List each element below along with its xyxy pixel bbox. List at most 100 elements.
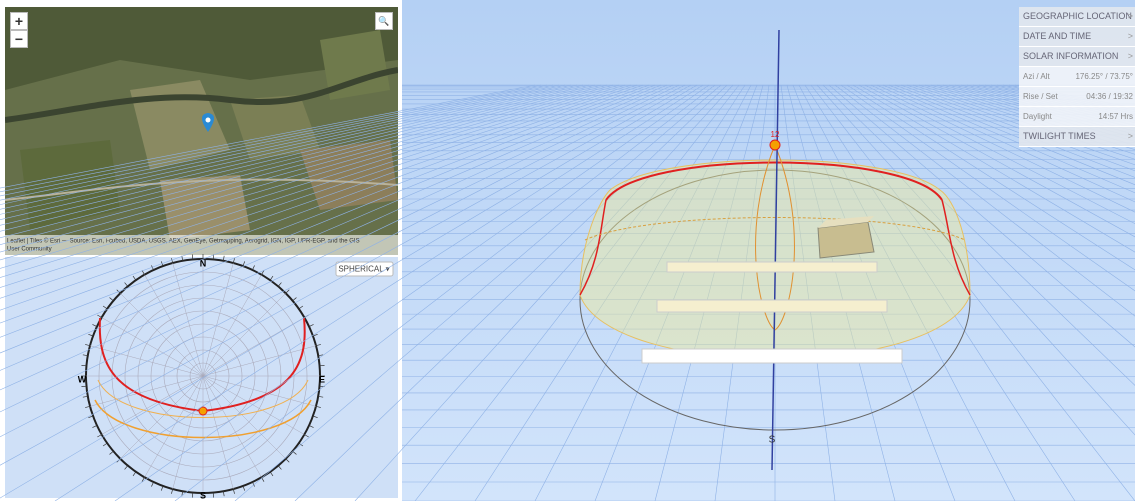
ring-tick: [269, 275, 274, 281]
azimuth-line: [172, 262, 204, 377]
ring-tick: [132, 275, 137, 281]
grid-line: [900, 84, 1135, 172]
grid-line: [870, 84, 1135, 213]
grid-line: [0, 84, 560, 205]
azimuth-line: [202, 274, 262, 377]
grid-line: [0, 84, 662, 354]
analemma: [755, 143, 795, 331]
ring-tick: [82, 354, 88, 357]
grid-line: [0, 84, 680, 413]
search[interactable]: 🔍: [375, 12, 393, 30]
compass-w: W: [78, 374, 87, 384]
ring-tick: [242, 485, 246, 491]
section-header[interactable]: SOLAR INFORMATION: [1019, 47, 1135, 67]
ring-tick: [97, 434, 102, 438]
grid-line: [534, 84, 752, 501]
ring-tick: [261, 270, 265, 275]
ring-tick: [318, 354, 324, 357]
ring-tick: [277, 465, 282, 470]
building: [817, 221, 875, 259]
map[interactable]: Leaflet | Tiles © Esri — Source: Esri, i…: [5, 7, 398, 255]
azimuth-line: [101, 317, 204, 377]
ring-tick: [252, 265, 255, 271]
grid-line: [0, 84, 578, 221]
ring-tick: [315, 405, 321, 408]
azimuth-line: [120, 375, 204, 459]
ring-tick: [97, 314, 102, 318]
ring-tick: [285, 458, 290, 463]
3d-view[interactable]: [402, 0, 1135, 501]
grid-line: [0, 84, 668, 371]
section-header[interactable]: GEOGRAPHIC LOCATION: [1019, 7, 1135, 27]
ring-tick: [160, 485, 164, 491]
section-header[interactable]: TWILIGHT TIMES: [1019, 127, 1135, 147]
info-row: Rise / Set 04:36 / 19:32: [1019, 87, 1135, 107]
azimuth-line: [202, 375, 305, 435]
info-row: Azi / Alt 176.25° / 73.75°: [1019, 67, 1135, 87]
ring-tick: [308, 324, 314, 327]
grid-line: [0, 84, 638, 299]
azimuth-line: [172, 375, 204, 490]
ring-tick: [109, 450, 114, 455]
section-header[interactable]: DATE AND TIME: [1019, 27, 1135, 47]
ring-tick: [102, 305, 108, 310]
grid-line: [822, 84, 1135, 386]
attribution: Leaflet | Tiles © Esri — Source: Esri, i…: [7, 238, 360, 245]
sun-path-equinox: [97, 379, 309, 418]
grid-line: [0, 84, 644, 311]
grid-line: [786, 84, 896, 501]
ring-tick: [85, 344, 91, 347]
summer-path: [605, 161, 943, 201]
grid-line: [114, 84, 710, 501]
grid-line: [474, 84, 746, 501]
grid-line: [0, 84, 656, 338]
slab: [641, 348, 903, 364]
sun: [769, 139, 781, 151]
summer-path-east: [941, 199, 971, 296]
grid-line: [714, 84, 770, 501]
grid-line: [906, 84, 1135, 166]
grid-line: [0, 84, 566, 210]
zoom-in[interactable]: +: [10, 12, 28, 30]
grid-line: [864, 84, 1135, 225]
zoom-out[interactable]: −: [10, 30, 28, 48]
ring-tick: [151, 481, 154, 487]
ring-tick: [124, 282, 129, 287]
grid-line: [0, 84, 584, 226]
grid-line: [882, 84, 1135, 194]
grid-line: [0, 84, 698, 499]
ring-tick: [232, 258, 235, 264]
azimuth-line: [120, 293, 204, 377]
azimuth-line: [202, 317, 305, 377]
grid-line: [798, 84, 1016, 501]
ring-tick: [285, 289, 290, 294]
ring-tick: [82, 395, 88, 398]
grid-line: [0, 84, 632, 288]
grid-line: [0, 84, 602, 245]
grid-line: [0, 84, 536, 189]
row-label: Rise / Set: [1023, 92, 1058, 101]
grid-line: [0, 84, 608, 253]
row-value: 176.25° / 73.75°: [1075, 72, 1133, 81]
compass-s-3d: S: [769, 435, 776, 446]
grid-line: [0, 84, 548, 197]
ring-tick: [132, 471, 137, 477]
grid-line: [0, 84, 620, 269]
compass-n: N: [200, 258, 207, 268]
ground-grid: [0, 84, 1135, 501]
grid-line: [858, 84, 1135, 238]
grid-line: [804, 84, 1076, 501]
grid-line: [294, 84, 728, 501]
ring-tick: [222, 255, 225, 261]
grid-line: [0, 84, 650, 324]
info-panel: GEOGRAPHIC LOCATION DATE AND TIME SOLAR …: [1019, 7, 1135, 147]
azimuth-line: [202, 375, 234, 490]
grid-line: [0, 84, 542, 193]
ring-tick: [88, 333, 94, 337]
mode-label: SPHERICAL ▾: [338, 265, 389, 274]
summer-path-west: [579, 199, 607, 296]
grid-line: [0, 84, 590, 232]
grid-line: [0, 84, 686, 438]
ring-tick: [85, 405, 91, 408]
